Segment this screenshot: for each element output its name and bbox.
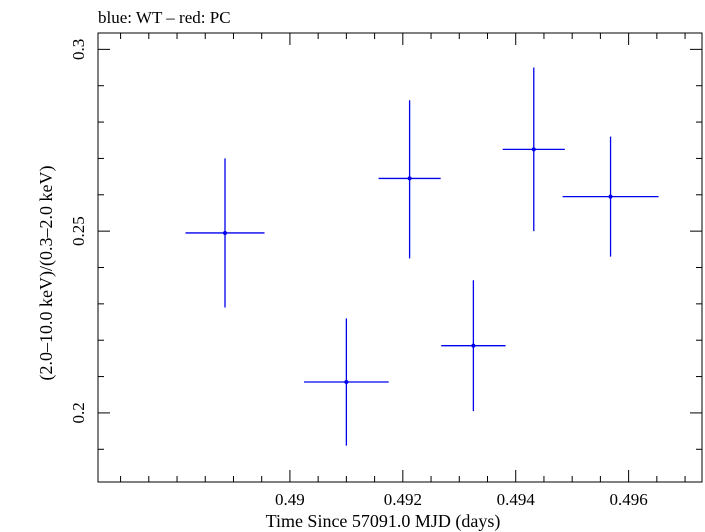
x-tick-label: 0.492 (384, 490, 422, 509)
point-marker (471, 343, 476, 348)
data-point (562, 136, 659, 257)
x-tick-label: 0.496 (609, 490, 647, 509)
axis-ticks (98, 33, 702, 482)
y-tick-label: 0.25 (69, 216, 88, 246)
data-point (502, 67, 565, 232)
plot-frame (97, 32, 703, 483)
data-series (185, 67, 659, 446)
x-tick-label: 0.49 (275, 490, 305, 509)
point-marker (608, 194, 613, 199)
data-point (378, 100, 441, 259)
y-tick-labels: 0.2 0.25 0.3 (69, 39, 88, 424)
x-tick-labels: 0.49 0.492 0.494 0.496 (275, 490, 648, 509)
point-marker (223, 230, 228, 235)
data-point (304, 318, 389, 446)
data-point (441, 280, 506, 412)
y-axis-label: (2.0–10.0 keV)/(0.3–2.0 keV) (36, 166, 57, 381)
point-marker (531, 147, 536, 152)
y-tick-label: 0.2 (69, 402, 88, 423)
y-tick-label: 0.3 (69, 39, 88, 60)
x-tick-label: 0.494 (497, 490, 536, 509)
point-marker (344, 380, 349, 385)
point-marker (407, 176, 412, 181)
data-point (185, 158, 265, 308)
x-axis-label: Time Since 57091.0 MJD (days) (266, 511, 501, 532)
chart-title: blue: WT – red: PC (98, 8, 231, 27)
